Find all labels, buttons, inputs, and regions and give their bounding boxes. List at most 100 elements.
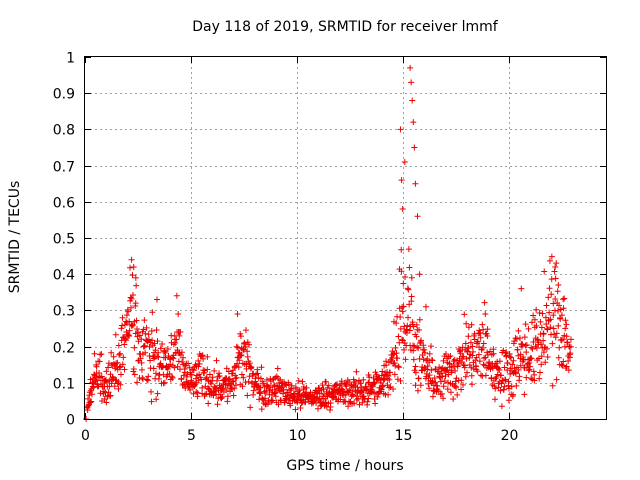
data-point: [497, 387, 504, 394]
data-point: [238, 371, 245, 378]
data-point: [391, 360, 398, 367]
data-point: [503, 352, 510, 359]
data-point: [155, 354, 162, 361]
data-point: [549, 382, 556, 389]
data-point: [141, 317, 148, 324]
data-point: [556, 344, 563, 351]
data-point: [380, 377, 387, 384]
data-point: [473, 354, 480, 361]
data-point: [544, 353, 551, 360]
data-point: [482, 372, 489, 379]
data-point: [233, 343, 240, 350]
data-point: [319, 382, 326, 389]
data-point: [145, 331, 152, 338]
data-point: [128, 295, 135, 302]
data-point: [406, 264, 413, 271]
data-point: [245, 378, 252, 385]
data-point: [516, 373, 523, 380]
data-point: [216, 370, 223, 377]
data-point: [558, 361, 565, 368]
data-point: [395, 333, 402, 340]
data-point: [469, 343, 476, 350]
data-point: [248, 364, 255, 371]
data-point: [398, 246, 405, 253]
data-point: [498, 380, 505, 387]
data-point: [131, 344, 138, 351]
data-point: [416, 316, 423, 323]
data-point: [554, 307, 561, 314]
data-point: [546, 285, 553, 292]
data-point: [112, 331, 119, 338]
data-point: [146, 343, 153, 350]
data-point: [106, 383, 113, 390]
data-point: [132, 274, 139, 281]
data-point: [418, 337, 425, 344]
data-point: [85, 395, 92, 402]
data-point: [457, 350, 464, 357]
data-point: [116, 364, 123, 371]
data-point: [410, 323, 417, 330]
data-point: [159, 341, 166, 348]
data-point: [320, 386, 327, 393]
data-point: [476, 358, 483, 365]
data-point: [415, 375, 422, 382]
data-point: [410, 119, 417, 126]
data-point: [513, 382, 520, 389]
data-point: [422, 303, 429, 310]
data-point: [553, 330, 560, 337]
data-point: [223, 365, 230, 372]
data-point: [128, 256, 135, 263]
data-point: [200, 355, 207, 362]
data-point: [438, 390, 445, 397]
data-point: [121, 366, 128, 373]
data-point: [119, 314, 126, 321]
data-point: [199, 384, 206, 391]
data-point: [526, 366, 533, 373]
data-point: [149, 337, 156, 344]
data-point: [204, 353, 211, 360]
data-point: [453, 384, 460, 391]
data-point: [154, 353, 161, 360]
data-point: [464, 369, 471, 376]
data-point: [407, 64, 414, 71]
data-point: [117, 350, 124, 357]
data-point: [560, 358, 567, 365]
data-point: [555, 354, 562, 361]
data-point: [492, 396, 499, 403]
data-point: [462, 340, 469, 347]
data-point: [528, 375, 535, 382]
data-point: [556, 302, 563, 309]
data-point: [515, 327, 522, 334]
data-point: [178, 349, 185, 356]
data-point: [521, 334, 528, 341]
data-point: [111, 383, 118, 390]
data-point: [557, 315, 564, 322]
data-point: [160, 363, 167, 370]
data-point: [416, 271, 423, 278]
data-point: [106, 393, 113, 400]
data-point: [504, 359, 511, 366]
y-tick-label: 0.9: [53, 87, 75, 103]
data-point: [412, 363, 419, 370]
data-point: [460, 362, 467, 369]
data-point: [506, 353, 513, 360]
data-point: [138, 359, 145, 366]
data-point: [452, 367, 459, 374]
data-point: [224, 393, 231, 400]
x-tick-label: 5: [187, 428, 196, 444]
data-point: [136, 332, 143, 339]
data-point: [356, 377, 363, 384]
data-point: [463, 320, 470, 327]
x-tick-label: 0: [81, 428, 90, 444]
data-point: [203, 390, 210, 397]
data-point: [161, 379, 168, 386]
data-point: [390, 385, 397, 392]
data-point: [468, 372, 475, 379]
data-point: [477, 334, 484, 341]
data-point: [402, 273, 409, 280]
data-point: [148, 388, 155, 395]
data-point: [130, 263, 137, 270]
data-point: [547, 316, 554, 323]
data-point: [405, 314, 412, 321]
